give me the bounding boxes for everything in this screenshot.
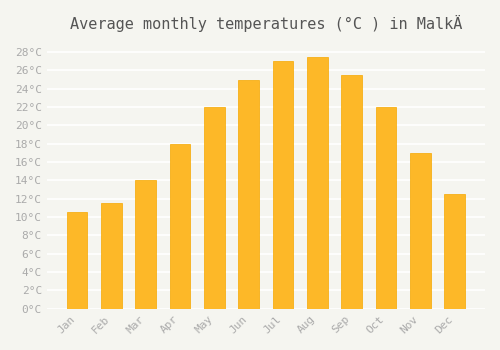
Bar <box>376 107 396 309</box>
Bar <box>342 75 362 309</box>
Bar <box>410 153 430 309</box>
Bar <box>444 194 465 309</box>
Bar <box>170 144 190 309</box>
Bar <box>67 212 87 309</box>
Bar <box>238 79 259 309</box>
Bar <box>307 57 328 309</box>
Bar <box>204 107 225 309</box>
Bar <box>273 61 293 309</box>
Title: Average monthly temperatures (°C ) in MalkÄ: Average monthly temperatures (°C ) in Ma… <box>70 15 462 32</box>
Bar <box>101 203 121 309</box>
Bar <box>136 180 156 309</box>
